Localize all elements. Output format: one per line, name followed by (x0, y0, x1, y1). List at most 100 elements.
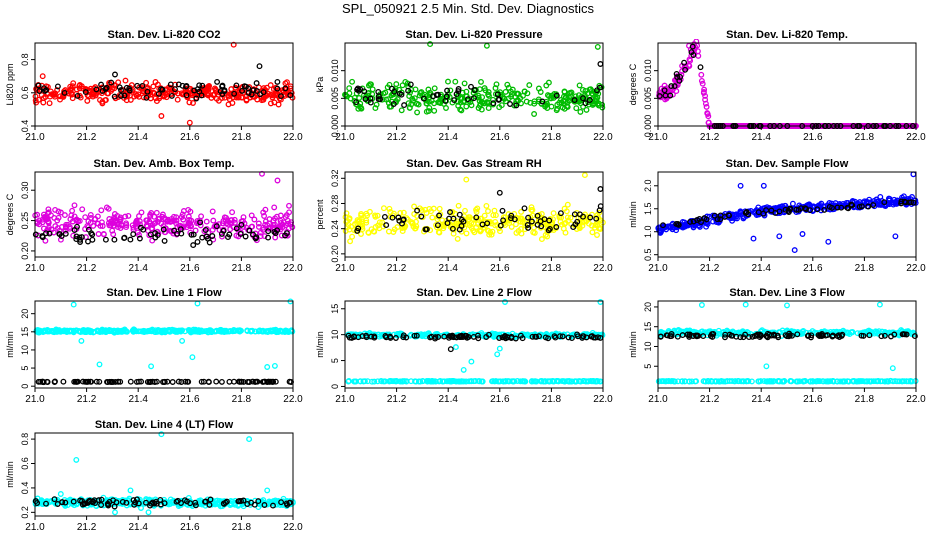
scatter-point (272, 230, 279, 237)
scatter-point (96, 378, 103, 385)
scatter-point (248, 328, 255, 335)
scatter-point (239, 87, 246, 94)
scatter-point (187, 208, 194, 215)
scatter-point (714, 216, 721, 223)
y-tick-label: 0.24 (330, 220, 340, 238)
scatter-point (342, 92, 349, 99)
scatter-point (594, 212, 601, 219)
scatter-point (225, 101, 232, 108)
data-points (345, 299, 606, 385)
scatter-point (475, 335, 482, 342)
scatter-point (77, 497, 84, 504)
y-tick-label: 5 (643, 364, 653, 369)
scatter-point (372, 213, 379, 220)
scatter-point (593, 96, 600, 103)
scatter-point (81, 500, 87, 507)
x-tick-label: 21.6 (180, 263, 200, 274)
scatter-point (498, 102, 505, 109)
scatter-point (460, 378, 467, 385)
y-tick-label: 0.000 (330, 115, 340, 138)
scatter-point (766, 331, 773, 338)
scatter-point (876, 301, 883, 308)
scatter-point (462, 333, 469, 340)
scatter-point (488, 332, 495, 339)
scatter-point (250, 87, 257, 94)
scatter-point (412, 378, 419, 385)
scatter-point (138, 378, 145, 385)
scatter-point (271, 362, 278, 369)
scatter-point (345, 378, 352, 385)
scatter-point (436, 229, 443, 236)
x-tick-label: 21.4 (751, 132, 771, 143)
scatter-point (73, 378, 80, 385)
scatter-point (128, 82, 135, 89)
scatter-point (502, 378, 509, 385)
scatter-point (246, 227, 253, 234)
scatter-point (43, 230, 49, 237)
y-axis-label: ml/min (628, 201, 638, 228)
scatter-point (524, 222, 531, 228)
scatter-point (194, 238, 201, 245)
y-tick-label: 15 (330, 304, 340, 314)
scatter-point (39, 73, 46, 80)
scatter-point (814, 378, 821, 385)
scatter-point (455, 202, 462, 209)
scatter-point (186, 99, 193, 106)
x-tick-label: 21.8 (232, 394, 252, 405)
x-tick-label: 21.4 (128, 263, 148, 274)
scatter-point (564, 214, 571, 221)
scatter-point (463, 88, 470, 95)
scatter-point (399, 220, 405, 227)
scatter-point (136, 235, 143, 242)
scatter-point (537, 378, 544, 385)
scatter-point (201, 328, 208, 335)
scatter-point (139, 82, 146, 89)
scatter-point (522, 226, 528, 233)
scatter-point (89, 236, 96, 243)
scatter-point (574, 333, 581, 340)
scatter-point (474, 205, 481, 212)
x-tick-label: 21.0 (25, 394, 45, 405)
y-tick-label: 0.8 (20, 433, 30, 446)
scatter-point (572, 221, 579, 228)
scatter-point (210, 217, 217, 224)
scatter-point (202, 498, 208, 505)
scatter-point (553, 92, 560, 99)
scatter-point (886, 201, 893, 208)
scatter-point (51, 379, 58, 385)
scatter-point (825, 238, 832, 245)
x-tick-label: 21.4 (438, 394, 458, 405)
scatter-point (390, 229, 397, 235)
scatter-point (586, 97, 593, 103)
scatter-point (422, 226, 429, 233)
scatter-point (440, 225, 447, 232)
scatter-point (203, 218, 210, 225)
scatter-point (557, 97, 564, 103)
scatter-point (358, 216, 365, 222)
scatter-point (76, 328, 83, 335)
scatter-point (205, 329, 212, 336)
x-tick-label: 21.6 (180, 394, 200, 405)
x-tick-label: 21.4 (128, 522, 148, 533)
scatter-point (799, 328, 806, 335)
scatter-point (794, 331, 801, 338)
scatter-point (222, 499, 229, 506)
scatter-point (96, 361, 103, 368)
scatter-point (564, 331, 571, 338)
y-tick-label: 1.5 (643, 202, 653, 215)
scatter-point (717, 216, 724, 223)
scatter-point (900, 331, 907, 338)
scatter-point (674, 333, 681, 340)
data-points (32, 41, 296, 126)
scatter-point (559, 104, 566, 111)
scatter-point (390, 101, 397, 107)
scatter-point (117, 225, 124, 232)
scatter-point (485, 208, 491, 215)
scatter-point (265, 234, 272, 241)
scatter-point (190, 100, 196, 106)
scatter-point (252, 328, 259, 335)
scatter-point (589, 90, 595, 97)
scatter-point (484, 220, 491, 227)
